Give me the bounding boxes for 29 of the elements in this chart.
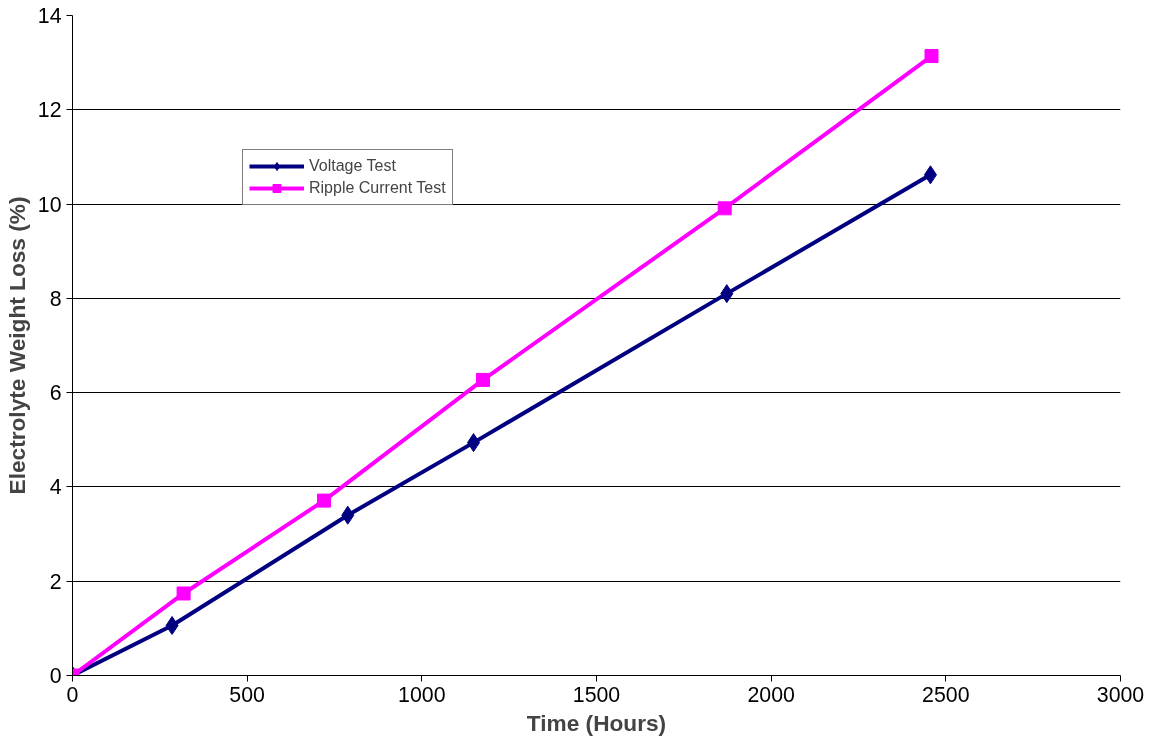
- point: [475, 372, 490, 387]
- point: [341, 505, 355, 525]
- y-tick-label: 14: [37, 4, 62, 28]
- point: [317, 493, 332, 508]
- y-tick-label: 10: [37, 192, 62, 217]
- point: [467, 433, 481, 453]
- point: [924, 49, 939, 64]
- x-axis-title: Time (Hours): [526, 709, 667, 736]
- y-tick-label: 0: [49, 664, 62, 688]
- y-axis-title: Electrolyte Weight Loss (%): [3, 196, 30, 495]
- x-tick-label: 1500: [572, 682, 621, 707]
- legend-label: Voltage Test: [309, 157, 396, 175]
- x-tick-label: 2500: [922, 682, 970, 707]
- y-tick-label: 8: [49, 286, 62, 311]
- point: [165, 616, 179, 636]
- x-tick-label: 0: [66, 682, 79, 707]
- legend-label: Ripple Current Test: [309, 179, 446, 197]
- point: [720, 284, 734, 304]
- point: [717, 201, 732, 216]
- y-tick-label: 4: [49, 475, 62, 500]
- y-tick-label: 2: [49, 569, 62, 594]
- x-tick-label: 3000: [1096, 682, 1145, 707]
- y-tick-label: 12: [37, 98, 62, 123]
- x-tick-label: 500: [229, 682, 266, 707]
- x-tick-label: 1000: [398, 682, 446, 707]
- y-tick-label: 6: [49, 381, 62, 406]
- point: [923, 165, 937, 185]
- x-tick-label: 2000: [747, 682, 796, 707]
- point: [176, 586, 191, 601]
